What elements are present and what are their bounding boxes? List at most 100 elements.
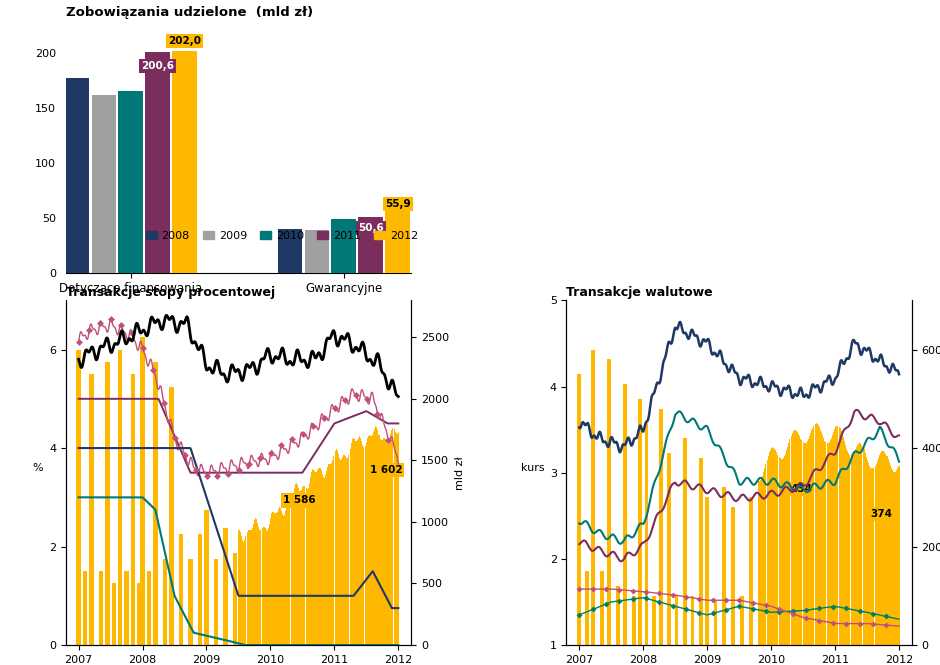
Bar bbox=[398, 432, 399, 645]
Bar bbox=[817, 424, 818, 645]
Bar bbox=[760, 480, 761, 645]
Bar bbox=[326, 471, 327, 645]
Bar bbox=[153, 362, 158, 645]
Bar bbox=[259, 530, 260, 645]
Bar bbox=[867, 460, 868, 645]
Bar bbox=[254, 520, 255, 645]
Bar bbox=[892, 470, 893, 645]
Bar bbox=[397, 434, 398, 645]
Bar bbox=[607, 359, 611, 645]
Bar bbox=[705, 497, 709, 645]
Bar bbox=[327, 467, 328, 645]
Bar bbox=[645, 424, 649, 645]
Bar bbox=[777, 455, 778, 645]
Bar bbox=[810, 434, 811, 645]
Bar bbox=[146, 53, 170, 273]
Text: 55,9: 55,9 bbox=[384, 199, 411, 209]
Bar bbox=[391, 430, 392, 645]
Y-axis label: kurs: kurs bbox=[521, 463, 545, 473]
Bar bbox=[169, 386, 174, 645]
Bar bbox=[887, 459, 888, 645]
Bar bbox=[316, 471, 318, 645]
Bar bbox=[240, 532, 241, 645]
Bar bbox=[844, 442, 845, 645]
Bar bbox=[355, 441, 356, 645]
Bar bbox=[791, 433, 792, 645]
Bar bbox=[600, 571, 603, 645]
Bar bbox=[803, 442, 804, 645]
Text: 202,0: 202,0 bbox=[168, 37, 201, 47]
Bar bbox=[773, 448, 775, 645]
Bar bbox=[858, 444, 859, 645]
Bar bbox=[827, 443, 829, 645]
Bar bbox=[311, 472, 312, 645]
Bar bbox=[307, 487, 308, 645]
Bar bbox=[213, 559, 218, 645]
Bar bbox=[357, 440, 358, 645]
Bar bbox=[367, 438, 368, 645]
Bar bbox=[870, 467, 871, 645]
Bar bbox=[682, 438, 687, 645]
Bar bbox=[824, 441, 825, 645]
Bar bbox=[812, 428, 813, 645]
Bar bbox=[387, 444, 388, 645]
Bar bbox=[836, 427, 837, 645]
Bar bbox=[244, 540, 245, 645]
Bar bbox=[368, 435, 369, 645]
Bar bbox=[385, 440, 386, 645]
Bar bbox=[829, 442, 830, 645]
Bar bbox=[299, 491, 300, 645]
Bar bbox=[698, 458, 703, 645]
Bar bbox=[277, 229, 303, 273]
Bar bbox=[76, 350, 81, 645]
Bar bbox=[381, 440, 382, 645]
Bar bbox=[373, 432, 374, 645]
Bar bbox=[772, 448, 773, 645]
Bar bbox=[394, 429, 395, 645]
Bar bbox=[361, 441, 362, 645]
Bar bbox=[242, 537, 243, 645]
Bar bbox=[289, 500, 290, 645]
Bar bbox=[112, 583, 116, 645]
Bar bbox=[845, 445, 846, 645]
Bar bbox=[765, 464, 766, 645]
Bar bbox=[652, 596, 656, 645]
Bar bbox=[351, 444, 352, 645]
Bar bbox=[313, 469, 314, 645]
Bar bbox=[255, 518, 256, 645]
Bar bbox=[238, 530, 239, 645]
Bar bbox=[318, 469, 319, 645]
Bar bbox=[396, 434, 397, 645]
Bar bbox=[350, 449, 351, 645]
Bar bbox=[822, 436, 823, 645]
Bar bbox=[274, 513, 275, 645]
Bar bbox=[310, 477, 311, 645]
Bar bbox=[372, 436, 373, 645]
Bar bbox=[197, 534, 202, 645]
Bar bbox=[899, 465, 900, 645]
Bar bbox=[691, 596, 695, 645]
Bar bbox=[312, 469, 313, 645]
Bar bbox=[852, 454, 853, 645]
Bar bbox=[292, 493, 293, 645]
Bar bbox=[762, 475, 763, 645]
Bar bbox=[243, 542, 244, 645]
Bar bbox=[358, 217, 384, 273]
Bar bbox=[722, 487, 726, 645]
Bar bbox=[816, 424, 817, 645]
Bar bbox=[769, 452, 770, 645]
Bar bbox=[623, 384, 627, 645]
Bar bbox=[713, 600, 717, 645]
Bar bbox=[666, 453, 671, 645]
Bar bbox=[800, 438, 802, 645]
Bar bbox=[821, 432, 822, 645]
Bar bbox=[321, 473, 322, 645]
Bar bbox=[638, 399, 642, 645]
Bar bbox=[776, 452, 777, 645]
Bar bbox=[375, 426, 376, 645]
Bar bbox=[843, 438, 844, 645]
Bar bbox=[137, 583, 142, 645]
Bar bbox=[389, 439, 390, 645]
Bar bbox=[359, 436, 360, 645]
Bar bbox=[366, 442, 367, 645]
